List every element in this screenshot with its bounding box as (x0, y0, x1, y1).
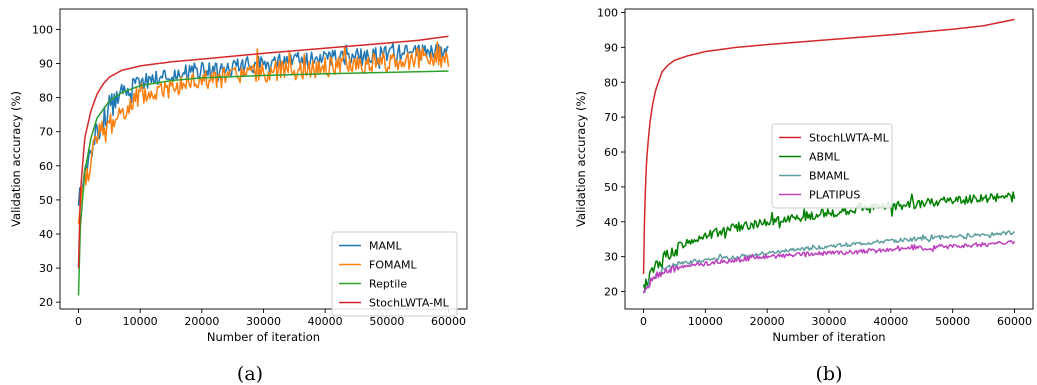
legend-label: MAML (369, 240, 403, 253)
y-tick-label: 30 (39, 262, 53, 275)
y-tick-label: 80 (39, 92, 53, 105)
x-tick-label: 0 (640, 315, 647, 328)
series-line-stochlwta-ml (642, 18, 1015, 275)
plot-area-a (77, 35, 450, 296)
y-tick-label: 60 (39, 160, 53, 173)
y-axis-label: Validation accuracy (%) (9, 91, 23, 227)
y-tick-label: 60 (604, 146, 618, 159)
legend-label: BMAML (809, 170, 850, 183)
x-tick-label: 0 (75, 315, 82, 328)
y-tick-label: 50 (604, 181, 618, 194)
x-axis-label: Number of iteration (772, 330, 885, 344)
x-tick-label: 40000 (308, 315, 343, 328)
x-tick-label: 20000 (750, 315, 785, 328)
chart-a: 0 10000 20000 30000 40000 50000 60000 20 30 40 50 6… (9, 8, 468, 344)
y-tick-label: 20 (604, 286, 618, 299)
legend-box (331, 231, 458, 317)
y-tick-label: 70 (604, 111, 618, 124)
series-line-bmaml (643, 230, 1015, 294)
x-tick-label: 30000 (246, 315, 281, 328)
x-tick-label: 20000 (184, 315, 219, 328)
y-axis-label: Validation accuracy (%) (574, 91, 588, 227)
y-tick-label: 50 (39, 194, 53, 207)
y-tick-label: 90 (39, 58, 53, 71)
x-tick-label: 10000 (688, 315, 723, 328)
series-line-abml (642, 191, 1016, 290)
y-tick-label: 20 (39, 296, 53, 309)
x-tick-label: 10000 (123, 315, 158, 328)
legend-box (771, 123, 893, 209)
x-tick-label: 50000 (369, 315, 404, 328)
x-tick-label: 60000 (431, 315, 466, 328)
legend-b: StochLWTA-ML ABML BMAML PLATIPUS (771, 123, 893, 209)
x-tick-label: 50000 (935, 315, 970, 328)
chart-b: 0 10000 20000 30000 40000 50000 60000 20 30 40 50 6… (574, 6, 1034, 344)
legend-a: MAML FOMAML Reptile StochLWTA-ML (331, 231, 458, 317)
y-tick-label: 100 (597, 6, 618, 19)
legend-label: StochLWTA-ML (809, 132, 890, 145)
y-tick-label: 70 (39, 126, 53, 139)
x-tick-label: 30000 (812, 315, 847, 328)
caption-a: (a) (237, 363, 263, 385)
y-tick-label: 40 (39, 228, 53, 241)
y-tick-label: 80 (604, 76, 618, 89)
legend-label: FOMAML (369, 259, 417, 272)
y-tick-label: 100 (32, 23, 53, 36)
y-tick-label: 30 (604, 251, 618, 264)
legend-label: Reptile (369, 278, 407, 291)
legend-label: ABML (809, 151, 841, 164)
series-line-fomaml (77, 41, 450, 224)
legend-label: PLATIPUS (809, 189, 860, 202)
x-tick-label: 40000 (873, 315, 908, 328)
series-line-platipus (642, 239, 1016, 294)
caption-b: (b) (816, 363, 843, 385)
legend-label: StochLWTA-ML (369, 297, 450, 310)
x-axis-label: Number of iteration (207, 330, 320, 344)
series-line-stochlwta-ml (77, 35, 449, 269)
x-tick-label: 60000 (997, 315, 1032, 328)
series-line-reptile (77, 70, 449, 296)
y-tick-label: 40 (604, 216, 618, 229)
y-tick-label: 90 (604, 41, 618, 54)
plot-area-b (642, 18, 1016, 294)
